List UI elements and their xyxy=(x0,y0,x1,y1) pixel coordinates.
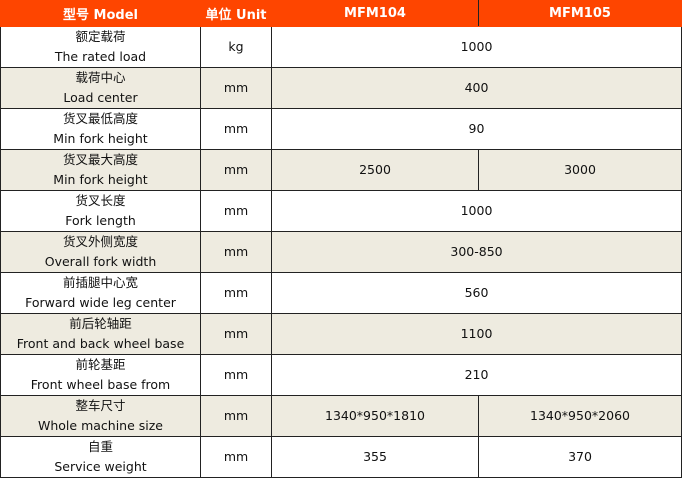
value-mfm104: 355 xyxy=(271,436,479,478)
value-cell: 560 xyxy=(271,272,682,314)
param-zh: 货叉外侧宽度 xyxy=(62,234,138,249)
table-row: 货叉长度 Fork length mm 1000 xyxy=(0,190,682,232)
param-zh: 前插腿中心宽 xyxy=(62,275,138,290)
value-mfm105: 1340*950*2060 xyxy=(478,395,682,437)
value-mfm105: 370 xyxy=(478,436,682,478)
param-zh: 前轮基距 xyxy=(75,357,126,372)
param-cell: 前后轮轴距 Front and back wheel base xyxy=(0,313,201,355)
param-en: Forward wide leg center xyxy=(25,295,176,310)
unit-cell: mm xyxy=(200,436,272,478)
param-cell: 货叉最大高度 Min fork height xyxy=(0,149,201,191)
value-cell: 1000 xyxy=(271,190,682,232)
table-row: 自重 Service weight mm 355 370 xyxy=(0,436,682,478)
unit-cell: mm xyxy=(200,149,272,191)
unit-cell: mm xyxy=(200,313,272,355)
value-cell: 210 xyxy=(271,354,682,396)
table-row: 载荷中心 Load center mm 400 xyxy=(0,67,682,109)
param-en: The rated load xyxy=(54,49,147,64)
value-mfm105: 3000 xyxy=(478,149,682,191)
param-en: Whole machine size xyxy=(38,418,163,433)
value-cell: 400 xyxy=(271,67,682,109)
value-mfm104: 1340*950*1810 xyxy=(271,395,479,437)
param-en: Min fork height xyxy=(53,172,148,187)
table-row: 货叉外侧宽度 Overall fork width mm 300-850 xyxy=(0,231,682,273)
unit-cell: mm xyxy=(200,272,272,314)
header-row: 型号 Model 单位 Unit MFM104 MFM105 xyxy=(0,0,682,27)
unit-cell: mm xyxy=(200,108,272,150)
param-en: Front wheel base from xyxy=(30,377,171,392)
value-cell: 300-850 xyxy=(271,231,682,273)
param-cell: 载荷中心 Load center xyxy=(0,67,201,109)
value-cell: 1100 xyxy=(271,313,682,355)
table-row: 前插腿中心宽 Forward wide leg center mm 560 xyxy=(0,272,682,314)
param-zh: 货叉最大高度 xyxy=(62,152,138,167)
param-cell: 自重 Service weight xyxy=(0,436,201,478)
param-zh: 自重 xyxy=(87,439,113,454)
table-row: 货叉最低高度 Min fork height mm 90 xyxy=(0,108,682,150)
header-model: 型号 Model xyxy=(0,0,201,27)
table-row: 整车尺寸 Whole machine size mm 1340*950*1810 134… xyxy=(0,395,682,437)
param-cell: 整车尺寸 Whole machine size xyxy=(0,395,201,437)
param-cell: 货叉外侧宽度 Overall fork width xyxy=(0,231,201,273)
param-cell: 额定载荷 The rated load xyxy=(0,26,201,68)
table-row: 货叉最大高度 Min fork height mm 2500 3000 xyxy=(0,149,682,191)
param-en: Fork length xyxy=(65,213,136,228)
unit-cell: mm xyxy=(200,67,272,109)
value-cell: 90 xyxy=(271,108,682,150)
unit-cell: mm xyxy=(200,190,272,232)
param-cell: 前插腿中心宽 Forward wide leg center xyxy=(0,272,201,314)
param-zh: 货叉长度 xyxy=(75,193,126,208)
param-zh: 整车尺寸 xyxy=(75,398,126,413)
param-zh: 货叉最低高度 xyxy=(62,111,138,126)
param-cell: 货叉最低高度 Min fork height xyxy=(0,108,201,150)
value-cell: 1000 xyxy=(271,26,682,68)
header-mfm105: MFM105 xyxy=(478,0,682,27)
value-mfm104: 2500 xyxy=(271,149,479,191)
param-cell: 货叉长度 Fork length xyxy=(0,190,201,232)
unit-cell: kg xyxy=(200,26,272,68)
param-en: Service weight xyxy=(54,459,147,474)
param-en: Min fork height xyxy=(53,131,148,146)
param-zh: 载荷中心 xyxy=(75,70,126,85)
param-zh: 前后轮轴距 xyxy=(69,316,132,331)
header-unit: 单位 Unit xyxy=(200,0,272,27)
unit-cell: mm xyxy=(200,231,272,273)
table-row: 前轮基距 Front wheel base from mm 210 xyxy=(0,354,682,396)
param-en: Load center xyxy=(63,90,138,105)
table-row: 前后轮轴距 Front and back wheel base mm 1100 xyxy=(0,313,682,355)
param-en: Front and back wheel base xyxy=(16,336,185,351)
unit-cell: mm xyxy=(200,354,272,396)
table-row: 额定载荷 The rated load kg 1000 xyxy=(0,26,682,68)
param-en: Overall fork width xyxy=(44,254,157,269)
unit-cell: mm xyxy=(200,395,272,437)
param-zh: 额定载荷 xyxy=(75,29,126,44)
header-mfm104: MFM104 xyxy=(271,0,479,27)
param-cell: 前轮基距 Front wheel base from xyxy=(0,354,201,396)
